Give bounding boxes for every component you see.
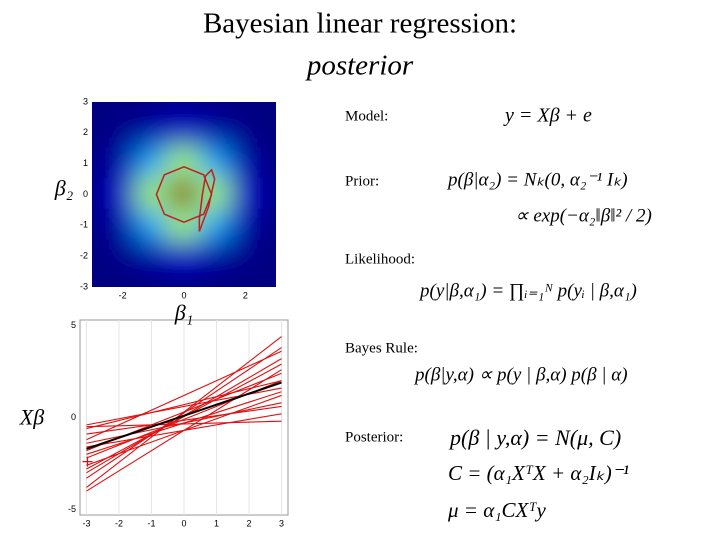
y-tick-label: 5 [71, 320, 76, 330]
heatmap-cell [137, 239, 170, 273]
heatmap-cell [106, 208, 139, 242]
heatmap-cell [92, 116, 109, 150]
heatmap-cell [106, 270, 139, 287]
heatmap-cell [92, 102, 109, 119]
heatmap-cell [92, 178, 109, 211]
heatmap-cell [92, 208, 109, 242]
heatmap-cell [229, 208, 262, 242]
x-tick-label: -1 [147, 518, 155, 528]
y-tick-label: 0 [83, 189, 88, 199]
y-tick-label: -3 [80, 281, 88, 291]
heatmap-cell [259, 116, 276, 150]
heatmap-cell [229, 270, 262, 287]
x-tick-label: 1 [214, 518, 219, 528]
heatmap-cell [198, 178, 231, 211]
heatmap-cells [92, 102, 276, 287]
x-tick-label: -2 [115, 518, 123, 528]
heatmap-cell [198, 239, 231, 273]
x-axis-label: β₁ [174, 300, 194, 325]
section-label: Likelihood: [345, 251, 415, 267]
y-tick-label: 2 [83, 127, 88, 137]
equation: C = (α₁XᵀX + α₂Iₖ)⁻¹ [448, 461, 629, 485]
equation: ∝ exp(−α₂‖β‖² / 2) [515, 205, 652, 226]
y-axis-label: Xβ [19, 405, 44, 430]
regression-line [86, 350, 282, 441]
section-label: Bayes Rule: [345, 340, 418, 356]
equation: p(β|α₂) = Nₖ(0, α₂⁻¹ Iₖ) [446, 169, 628, 190]
x-tick-label: -2 [119, 290, 127, 300]
heatmap-cell [137, 102, 170, 119]
heatmap-cell [198, 116, 231, 150]
heatmap-cell [229, 239, 262, 273]
regression-line [86, 405, 282, 435]
lines [86, 336, 282, 492]
heatmap-cell [167, 270, 201, 287]
heatmap-cell [92, 147, 109, 181]
heatmap-cell [137, 270, 170, 287]
subtitle: posterior [305, 50, 414, 82]
contour [198, 168, 216, 232]
y-tick-label: 0 [71, 412, 76, 422]
heatmap-cell [92, 239, 109, 273]
y-tick-label: 3 [83, 96, 88, 106]
heatmap-cell [259, 147, 276, 181]
section-label: Posterior: [345, 429, 403, 445]
heatmap-cell [167, 208, 201, 242]
heatmap-cell [259, 102, 276, 119]
heatmap-cell [229, 178, 262, 211]
y-tick-label: 1 [83, 158, 88, 168]
y-tick-label: -2 [80, 251, 88, 261]
regression-line [86, 420, 282, 428]
section-label: Prior: [345, 173, 379, 189]
contour [155, 165, 213, 224]
heatmap-area [92, 102, 276, 287]
regression-line [86, 347, 282, 479]
x-tick-label: -3 [82, 518, 90, 528]
heatmap-cell [229, 147, 262, 181]
equation: p(β | y,α) = N(μ, C) [448, 425, 621, 450]
heatmap-cell [259, 239, 276, 273]
heatmap-cell [106, 102, 139, 119]
regression-line [86, 391, 282, 455]
heatmap-cell [167, 147, 201, 181]
equation: p(β|y,α) ∝ p(y | β,α) p(β | α) [413, 364, 628, 385]
heatmap-cell [106, 116, 139, 150]
equation: p(y|β,α₁) = ∏ᵢ₌₁ᴺ p(yᵢ | β,α₁) [418, 280, 637, 301]
heatmap-cell [106, 147, 139, 181]
equation: y = Xβ + e [503, 105, 592, 127]
heatmap-cell [167, 116, 201, 150]
heatmap-cell [106, 239, 139, 273]
x-tick-label: 0 [181, 518, 186, 528]
heatmap-cell [167, 102, 201, 119]
heatmap-cell [92, 270, 109, 287]
x-tick-label: 2 [243, 290, 248, 300]
heatmap-cell [137, 178, 170, 211]
heatmap-cell [137, 116, 170, 150]
heatmap-cell [229, 116, 262, 150]
regression-line [86, 381, 282, 450]
y-axis-label: β₂ [54, 176, 74, 201]
equation: μ = α₁CXᵀy [447, 498, 546, 522]
x-tick-label: 3 [279, 518, 284, 528]
y-tick-label: -1 [80, 220, 88, 230]
heatmap-cell [229, 102, 262, 119]
title: Bayesian linear regression: [203, 8, 517, 40]
heatmap-cell [259, 178, 276, 211]
regression-line [86, 369, 282, 492]
x-tick-label: 0 [181, 290, 186, 300]
heatmap-cell [259, 270, 276, 287]
y-tick-label: -5 [68, 504, 76, 514]
x-tick-label: 2 [246, 518, 251, 528]
heatmap-cell [198, 270, 231, 287]
regression-line [86, 380, 282, 430]
marker [82, 456, 93, 467]
heatmap-cell [167, 178, 201, 211]
heatmap-cell [259, 208, 276, 242]
heatmap-cell [106, 178, 139, 211]
heatmap-cell [198, 102, 231, 119]
heatmap-cell [167, 239, 201, 273]
section-label: Model: [345, 108, 388, 124]
